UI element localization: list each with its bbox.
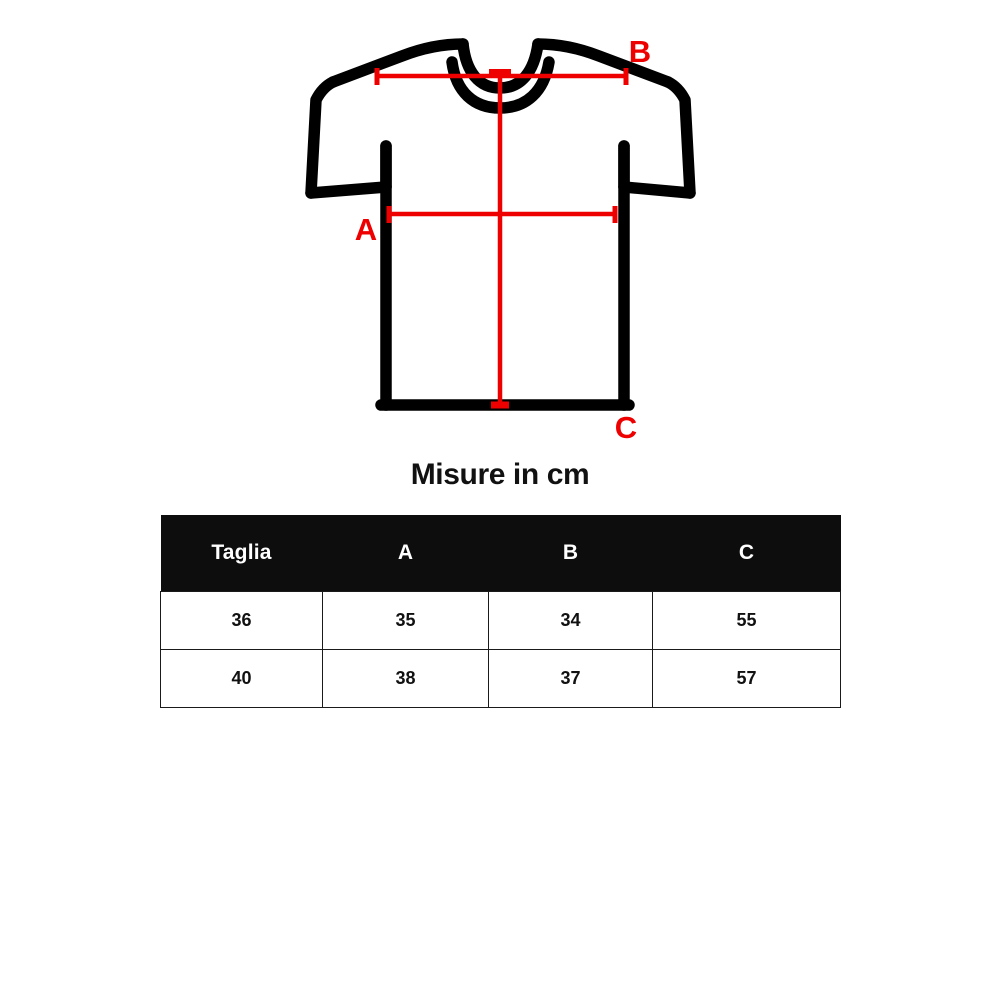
cell-a: 38 bbox=[322, 649, 489, 708]
cell-size: 40 bbox=[160, 649, 323, 708]
tshirt-diagram-svg: B A C bbox=[305, 34, 696, 445]
table-header-row: Taglia A B C bbox=[160, 515, 841, 592]
cell-b: 34 bbox=[488, 591, 653, 650]
measure-label-a: A bbox=[355, 212, 377, 247]
cell-c: 55 bbox=[652, 591, 841, 650]
left-shoulder-line bbox=[327, 38, 469, 88]
table-header-b: B bbox=[488, 515, 653, 592]
cell-c: 57 bbox=[652, 649, 841, 708]
cell-b: 37 bbox=[488, 649, 653, 708]
garment-diagram: B A C bbox=[0, 0, 1000, 450]
measure-label-c: C bbox=[615, 410, 637, 445]
cell-a: 35 bbox=[322, 591, 489, 650]
right-sleeve-outer-edge bbox=[662, 76, 696, 199]
table-header-c: C bbox=[652, 515, 841, 592]
left-sleeve-outer-edge bbox=[305, 76, 339, 199]
left-sleeve-cuff bbox=[305, 181, 392, 199]
page-title: Misure in cm bbox=[410, 458, 590, 491]
table-row: 40 38 37 57 bbox=[160, 649, 841, 708]
table-header-taglia: Taglia bbox=[160, 515, 323, 592]
size-table-container: Taglia A B C 36 35 34 55 40 38 37 57 bbox=[160, 515, 841, 708]
table-row: 36 35 34 55 bbox=[160, 591, 841, 650]
size-table: Taglia A B C 36 35 34 55 40 38 37 57 bbox=[160, 515, 841, 708]
measure-label-b: B bbox=[629, 34, 651, 69]
table-header-a: A bbox=[322, 515, 489, 592]
right-sleeve-cuff bbox=[618, 181, 696, 199]
right-shoulder-line bbox=[532, 38, 674, 88]
cell-size: 36 bbox=[160, 591, 323, 650]
measurement-lines-group bbox=[374, 68, 629, 409]
